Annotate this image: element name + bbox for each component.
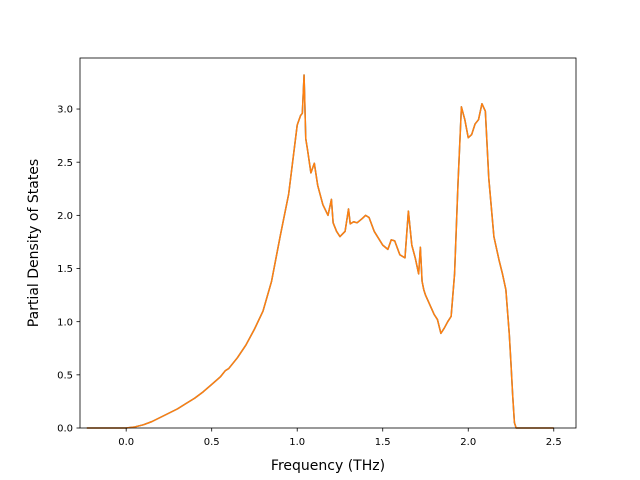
x-tick-label: 2.0 (460, 437, 476, 448)
y-tick-label: 0.0 (57, 424, 73, 435)
x-tick-label: 1.0 (289, 437, 305, 448)
x-tick-label: 0.0 (118, 437, 134, 448)
plot-area (80, 58, 576, 428)
y-axis-ticks: 0.0 0.5 1.0 1.5 2.0 2.5 3.0 (57, 105, 80, 435)
y-tick-label: 2.5 (57, 158, 73, 169)
plot-frame (79, 57, 577, 429)
series-line-2 (86, 74, 554, 429)
y-tick-label: 1.5 (57, 264, 73, 275)
x-tick-label: 1.5 (375, 437, 391, 448)
y-tick-label: 3.0 (57, 105, 73, 116)
x-tick-label: 0.5 (204, 437, 220, 448)
y-tick-label: 0.5 (57, 370, 73, 381)
x-axis-label: Frequency (THz) (271, 458, 385, 474)
y-axis-label: Partial Density of States (26, 159, 42, 327)
x-tick-label: 2.5 (546, 437, 562, 448)
x-axis-ticks: 0.0 0.5 1.0 1.5 2.0 2.5 (118, 428, 562, 448)
series-layer (86, 74, 554, 429)
y-tick-label: 1.0 (57, 317, 73, 328)
y-tick-label: 2.0 (57, 211, 73, 222)
